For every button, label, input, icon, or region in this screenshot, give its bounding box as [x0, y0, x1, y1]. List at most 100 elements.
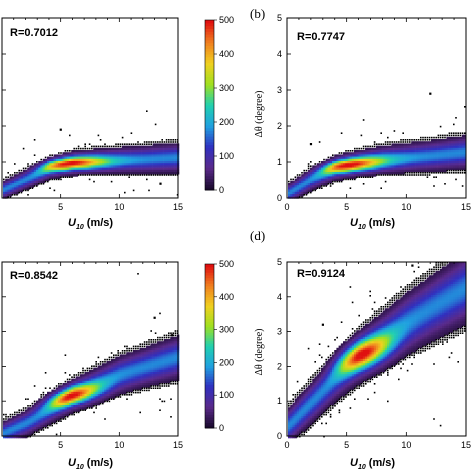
density-cell [47, 413, 50, 417]
density-cell [404, 169, 408, 173]
density-cell [62, 407, 65, 410]
density-cell [77, 396, 81, 399]
density-cell [323, 407, 326, 410]
density-cell [448, 154, 452, 157]
density-cell [442, 158, 445, 162]
density-cell [146, 374, 149, 377]
scatter-point [163, 385, 166, 387]
density-cell [7, 180, 10, 184]
density-cell [318, 178, 322, 182]
density-cell [402, 169, 405, 173]
density-cell [400, 156, 403, 160]
scatter-point [137, 174, 139, 176]
density-cell [82, 374, 85, 377]
density-cell [148, 147, 151, 151]
density-cell [80, 402, 83, 406]
scatter-point [31, 163, 34, 165]
density-cell [404, 165, 408, 168]
scatter-point [338, 152, 341, 154]
density-cell [44, 407, 48, 410]
density-cell [80, 376, 83, 379]
scatter-point [329, 354, 332, 356]
scatter-point [455, 169, 457, 172]
density-cell [301, 394, 304, 397]
density-cell [373, 154, 377, 157]
density-cell [336, 387, 339, 390]
density-cell [334, 396, 337, 399]
density-cell [33, 418, 37, 421]
density-cell [288, 420, 291, 423]
density-cell [296, 431, 300, 434]
density-cell [358, 165, 361, 168]
density-cell [86, 387, 90, 390]
density-cell [150, 369, 153, 373]
density-cell [99, 396, 103, 399]
density-cell [307, 416, 311, 419]
density-cell [356, 365, 359, 368]
density-cell [428, 165, 432, 168]
scatter-point [415, 172, 418, 174]
density-cell [367, 356, 370, 360]
density-cell [106, 389, 109, 393]
density-cell [159, 361, 162, 364]
density-cell [327, 174, 331, 177]
density-cell [439, 152, 443, 155]
density-cell [393, 169, 397, 173]
density-cell [97, 389, 101, 393]
scatter-point [102, 361, 104, 363]
density-cell [349, 378, 353, 382]
scatter-point [294, 176, 297, 178]
scatter-point [406, 141, 409, 143]
scatter-point [77, 145, 80, 148]
density-cell [102, 400, 105, 404]
scatter-point [165, 174, 168, 176]
density-cell [347, 172, 350, 175]
density-cell [347, 365, 350, 368]
density-cell [29, 178, 32, 182]
density-cell [91, 374, 94, 377]
density-cell [354, 372, 357, 375]
density-cell [14, 422, 17, 426]
density-cell [457, 161, 460, 164]
density-cell [338, 169, 342, 173]
density-cell [316, 411, 320, 415]
density-cell [113, 361, 116, 364]
scatter-point [150, 341, 152, 343]
density-cell [97, 169, 101, 173]
density-cell [371, 154, 375, 157]
scatter-point [132, 189, 135, 192]
density-cell [307, 176, 311, 179]
density-cell [369, 152, 372, 155]
density-cell [55, 413, 59, 417]
density-cell [64, 394, 68, 397]
density-cell [312, 383, 315, 386]
density-cell [395, 163, 399, 166]
density-cell [71, 385, 74, 388]
scatter-point [294, 396, 297, 398]
density-cell [362, 367, 366, 371]
density-cell [36, 405, 39, 408]
density-cell [444, 139, 447, 142]
density-cell [60, 174, 63, 177]
density-cell [318, 402, 322, 406]
density-cell [301, 411, 304, 415]
density-cell [325, 385, 328, 388]
density-cell [18, 183, 21, 186]
density-cell [77, 152, 81, 155]
scatter-point [130, 174, 133, 176]
density-cell [102, 387, 105, 390]
density-cell [307, 387, 311, 390]
density-cell [132, 378, 136, 382]
density-cell [84, 163, 87, 166]
density-cell [340, 345, 344, 349]
density-cell [318, 165, 322, 168]
density-cell [442, 152, 445, 155]
density-cell [86, 374, 90, 377]
density-cell [161, 347, 164, 351]
density-cell [406, 165, 410, 168]
density-cell [444, 167, 447, 171]
density-cell [303, 400, 306, 404]
density-cell [362, 174, 366, 177]
density-cell [314, 167, 317, 171]
density-cell [115, 372, 118, 375]
